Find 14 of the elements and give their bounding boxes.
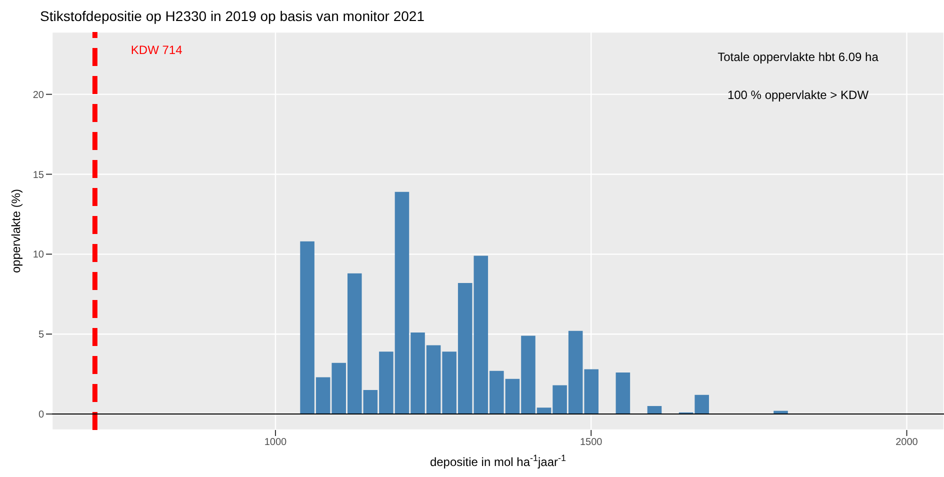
- x-axis-title: depositie in mol ha$^{-1}$jaar$^{-1}$: [430, 453, 566, 469]
- y-tick-label: 20: [32, 90, 44, 101]
- y-tick-label: 10: [32, 250, 44, 261]
- y-axis-title: oppervlakte (%): [9, 188, 23, 274]
- x-tick-label: 1000: [264, 437, 288, 448]
- y-tick-label: 0: [38, 410, 44, 421]
- x-tick-label: 1500: [580, 437, 603, 448]
- annotation: Totale oppervlakte hbt 6.09 ha: [716, 50, 880, 64]
- y-tick-label: 15: [32, 170, 44, 181]
- x-tick-label: 2000: [896, 437, 918, 448]
- y-tick-label: 5: [38, 330, 44, 341]
- ref-line-label: KDW 714: [130, 43, 183, 57]
- chart-title: Stikstofdepositie op H2330 in 2019 op basis van monitor 2021: [39, 8, 426, 26]
- annotation: 100 % oppervlakte > KDW: [726, 88, 870, 102]
